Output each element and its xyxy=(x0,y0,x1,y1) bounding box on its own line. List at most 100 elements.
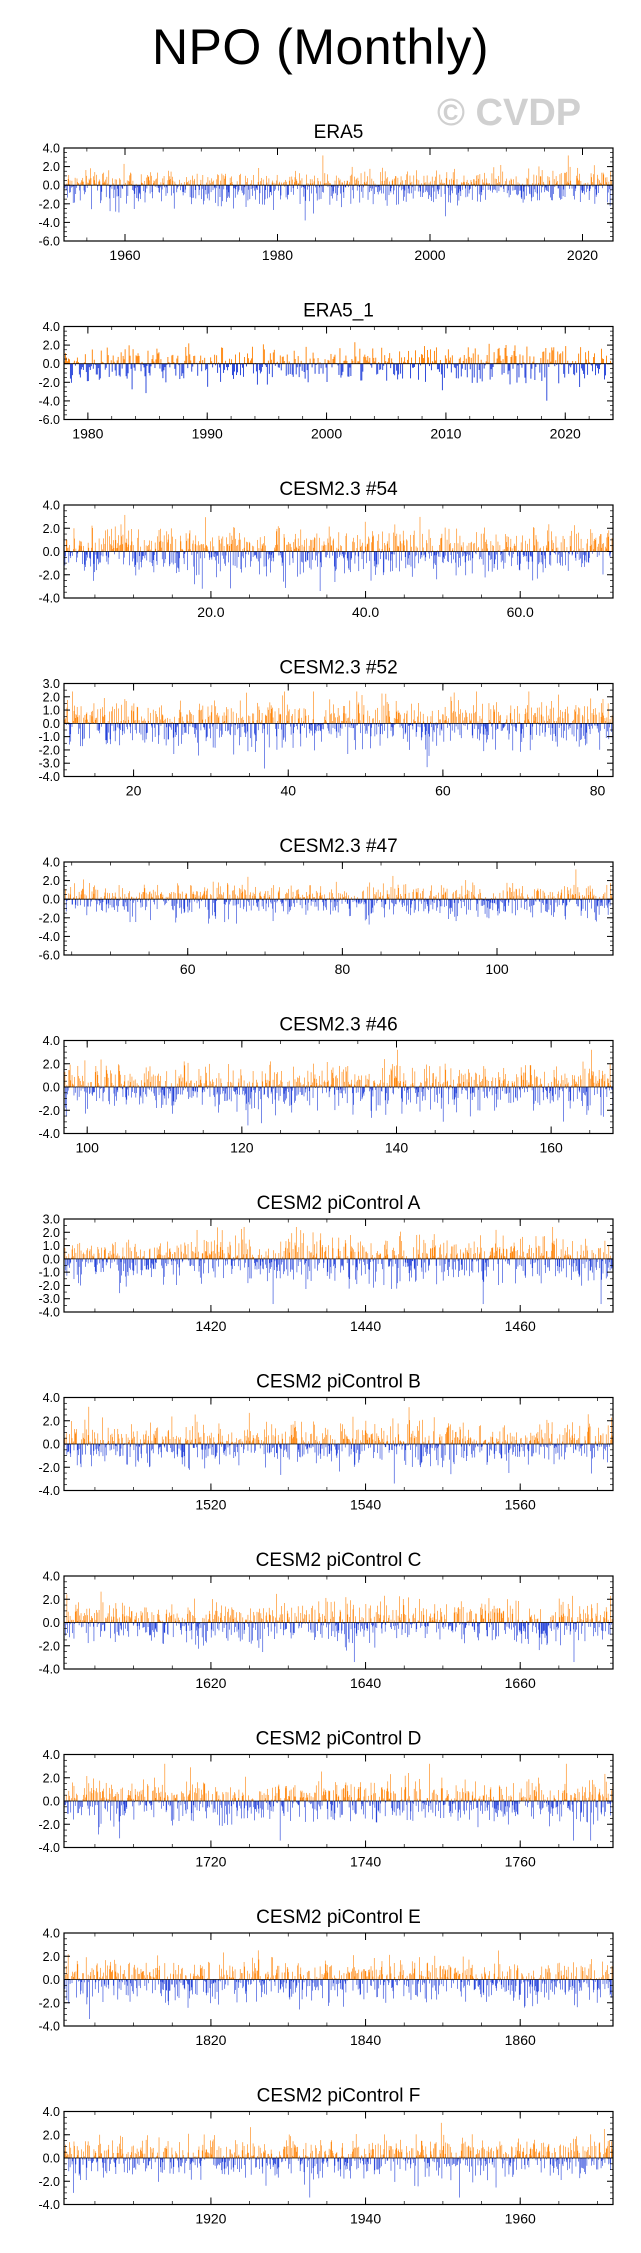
chart-title: CESM2.3 #52 xyxy=(279,658,397,679)
bar xyxy=(189,1083,190,1087)
bar xyxy=(134,185,136,194)
bar xyxy=(428,551,429,554)
bar xyxy=(150,899,151,921)
bar xyxy=(199,710,201,724)
bar xyxy=(103,538,104,552)
bar xyxy=(359,899,361,905)
bar xyxy=(478,546,479,552)
bar xyxy=(207,177,209,186)
bar xyxy=(379,1087,381,1106)
bar xyxy=(337,363,339,366)
bar xyxy=(518,363,520,378)
bar xyxy=(560,892,562,900)
bar xyxy=(599,184,601,186)
bar xyxy=(389,181,390,186)
bar xyxy=(317,1085,319,1087)
bar xyxy=(120,185,122,198)
bar xyxy=(297,538,299,552)
bar xyxy=(326,363,328,382)
bar xyxy=(248,362,250,364)
bar xyxy=(419,722,420,724)
bar xyxy=(483,533,485,552)
bar xyxy=(560,551,561,566)
bar xyxy=(168,170,169,186)
bar xyxy=(214,551,216,554)
bar xyxy=(357,704,359,724)
bar xyxy=(128,345,130,364)
bar xyxy=(296,180,298,186)
bar xyxy=(178,1087,179,1095)
bar xyxy=(293,185,294,195)
bar xyxy=(226,185,227,202)
bar xyxy=(514,899,516,901)
bar xyxy=(203,1087,204,1090)
bar xyxy=(137,537,139,552)
bar xyxy=(531,899,532,906)
bar xyxy=(428,899,430,912)
bar xyxy=(305,346,307,364)
bar xyxy=(518,713,520,724)
bar xyxy=(529,185,530,194)
bar xyxy=(537,888,539,900)
bar xyxy=(428,723,430,756)
bar xyxy=(110,185,111,188)
bar xyxy=(498,899,499,909)
bar xyxy=(520,896,521,900)
bar xyxy=(551,347,553,364)
bar xyxy=(163,182,164,186)
bar xyxy=(321,1085,322,1087)
bar xyxy=(304,1087,306,1093)
bar xyxy=(535,183,537,186)
bar xyxy=(339,1087,341,1094)
bar xyxy=(210,551,212,558)
bar xyxy=(178,723,179,746)
bar xyxy=(401,551,402,561)
bar xyxy=(203,723,204,728)
bar xyxy=(384,899,386,905)
bar xyxy=(383,184,385,186)
bar xyxy=(317,723,319,731)
bar xyxy=(589,551,590,558)
bar xyxy=(531,185,533,198)
bar xyxy=(303,363,305,372)
bar xyxy=(362,551,364,570)
bar xyxy=(451,355,453,364)
bar xyxy=(516,535,517,552)
bar xyxy=(522,896,524,900)
bar xyxy=(152,551,153,567)
bar xyxy=(517,185,518,196)
bar xyxy=(247,549,249,552)
bar xyxy=(437,899,438,908)
bar xyxy=(74,718,76,724)
bar xyxy=(421,723,423,738)
bar xyxy=(379,185,381,191)
bar xyxy=(181,363,183,376)
bar xyxy=(335,717,336,724)
bar xyxy=(128,180,129,186)
bar xyxy=(557,717,559,724)
bar xyxy=(267,185,269,187)
bar xyxy=(363,899,365,905)
bar xyxy=(343,551,344,559)
bar xyxy=(576,178,578,186)
bar xyxy=(574,525,575,552)
bar xyxy=(415,720,416,724)
bar xyxy=(217,712,218,724)
bar xyxy=(610,171,612,186)
bar xyxy=(131,529,132,552)
bar xyxy=(295,890,297,900)
bar xyxy=(234,899,236,906)
bar xyxy=(549,352,551,364)
bar xyxy=(574,185,576,192)
bar xyxy=(488,551,490,555)
bar xyxy=(419,516,421,552)
bar xyxy=(391,899,392,903)
bar xyxy=(170,1087,171,1092)
bar xyxy=(380,551,381,559)
bar xyxy=(67,179,69,186)
bar xyxy=(275,183,277,186)
bar xyxy=(422,354,423,364)
bar xyxy=(192,723,193,728)
bar xyxy=(263,899,264,909)
bar xyxy=(299,1075,300,1087)
